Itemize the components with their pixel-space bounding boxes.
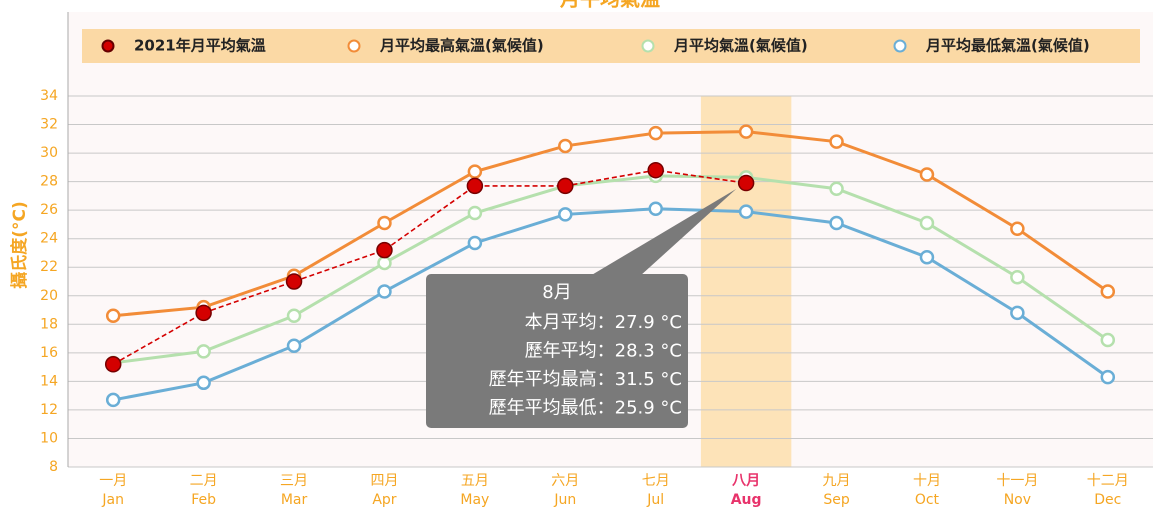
tooltip-line: 歷年平均：28.3 °C — [525, 341, 682, 362]
point — [377, 255, 392, 271]
series-line — [113, 130, 1109, 318]
x-tick-label: 九月 — [823, 473, 851, 489]
tooltip — [426, 274, 688, 428]
tooltip-line: 本月平均：27.9 °C — [525, 312, 682, 333]
y-tick-label: 12 — [40, 402, 58, 418]
point — [558, 138, 573, 154]
point — [648, 201, 663, 216]
x-tick-label-en: Jun — [553, 492, 576, 508]
point — [738, 124, 754, 139]
point — [285, 273, 303, 290]
y-tick-label: 22 — [40, 259, 58, 275]
x-tick-label: 十二月 — [1087, 473, 1129, 489]
point — [466, 177, 484, 195]
legend-label: 月平均氣溫(氣候值) — [673, 37, 808, 55]
y-tick-label: 34 — [40, 88, 58, 104]
x-tick-label: 三月 — [280, 473, 308, 489]
point — [196, 344, 211, 359]
y-tick-label: 8 — [49, 459, 58, 475]
point — [829, 215, 844, 231]
x-tick-label: 六月 — [551, 473, 579, 489]
x-tick-label-en: Mar — [281, 492, 308, 508]
y-tick-label: 10 — [40, 430, 58, 446]
point — [377, 284, 392, 299]
legend-label: 月平均最高氣溫(氣候值) — [379, 37, 544, 55]
point — [1100, 369, 1116, 385]
point — [105, 308, 121, 323]
x-tick-label: 七月 — [642, 473, 670, 489]
x-tick-label-en: Dec — [1094, 492, 1121, 508]
point — [1010, 221, 1025, 236]
x-tick-label-en: Oct — [915, 492, 940, 508]
y-tick-label: 30 — [40, 145, 58, 161]
x-tick-label: 二月 — [190, 473, 218, 489]
point — [467, 164, 483, 179]
legend-marker — [347, 39, 361, 53]
point — [105, 392, 121, 408]
x-tick-label-en: Jul — [646, 492, 664, 508]
series-line — [113, 174, 1109, 365]
x-tick-label: 一月 — [99, 473, 127, 489]
point — [647, 161, 664, 179]
y-tick-label: 32 — [40, 117, 58, 133]
legend-label: 月平均最低氣溫(氣候值) — [925, 37, 1090, 55]
tooltip-title: 8月 — [542, 282, 571, 303]
point — [558, 207, 573, 222]
x-tick-label-en: Sep — [823, 492, 850, 508]
point — [737, 174, 755, 192]
point — [195, 304, 212, 322]
y-tick-label: 26 — [40, 202, 58, 218]
point — [919, 249, 935, 265]
x-tick-label: 十月 — [913, 473, 941, 489]
point — [377, 215, 392, 231]
x-tick-label: 四月 — [370, 473, 398, 489]
x-tick-label: 五月 — [461, 473, 489, 489]
y-tick-label: 24 — [40, 231, 58, 247]
point — [829, 134, 844, 149]
point — [557, 177, 574, 195]
point — [104, 356, 122, 373]
point — [467, 235, 483, 251]
x-tick-label: 八月 — [731, 473, 760, 489]
y-axis-label: 攝氏度(°C) — [9, 201, 30, 289]
x-tick-label: 十一月 — [996, 473, 1038, 489]
y-tick-label: 20 — [40, 288, 58, 304]
point — [1010, 269, 1025, 285]
point — [467, 205, 483, 221]
point — [1100, 284, 1116, 299]
legend-marker — [101, 39, 115, 53]
point — [286, 308, 302, 323]
tooltip-line: 歷年平均最高：31.5 °C — [489, 369, 682, 390]
point — [1010, 305, 1025, 321]
series-line — [112, 207, 1109, 402]
legend — [82, 29, 1140, 63]
point — [919, 167, 935, 182]
point — [376, 241, 393, 259]
point — [1100, 332, 1116, 348]
point — [829, 181, 844, 196]
tooltip-line: 歷年平均最低：25.9 °C — [489, 398, 682, 419]
y-tick-label: 16 — [40, 345, 58, 361]
x-tick-label-en: Nov — [1004, 492, 1031, 508]
legend-marker — [893, 39, 907, 53]
x-tick-label-en: Aug — [731, 492, 762, 508]
x-tick-label-en: Feb — [191, 492, 216, 508]
legend-label: 2021年月平均氣溫 — [134, 37, 266, 55]
highlight-band — [700, 96, 792, 467]
point — [738, 204, 754, 219]
chart-title: 月平均氣溫 — [559, 0, 660, 11]
point — [919, 215, 935, 231]
x-tick-label-en: May — [460, 492, 489, 508]
x-tick-label-en: Jan — [101, 492, 124, 508]
point — [196, 375, 211, 391]
point — [648, 125, 663, 141]
x-tick-label-en: Apr — [372, 492, 396, 508]
legend-marker — [641, 39, 655, 53]
y-tick-label: 28 — [40, 174, 58, 190]
point — [286, 338, 302, 353]
y-tick-label: 18 — [40, 316, 58, 332]
y-tick-label: 14 — [40, 373, 58, 389]
tooltip-pointer — [590, 189, 737, 276]
